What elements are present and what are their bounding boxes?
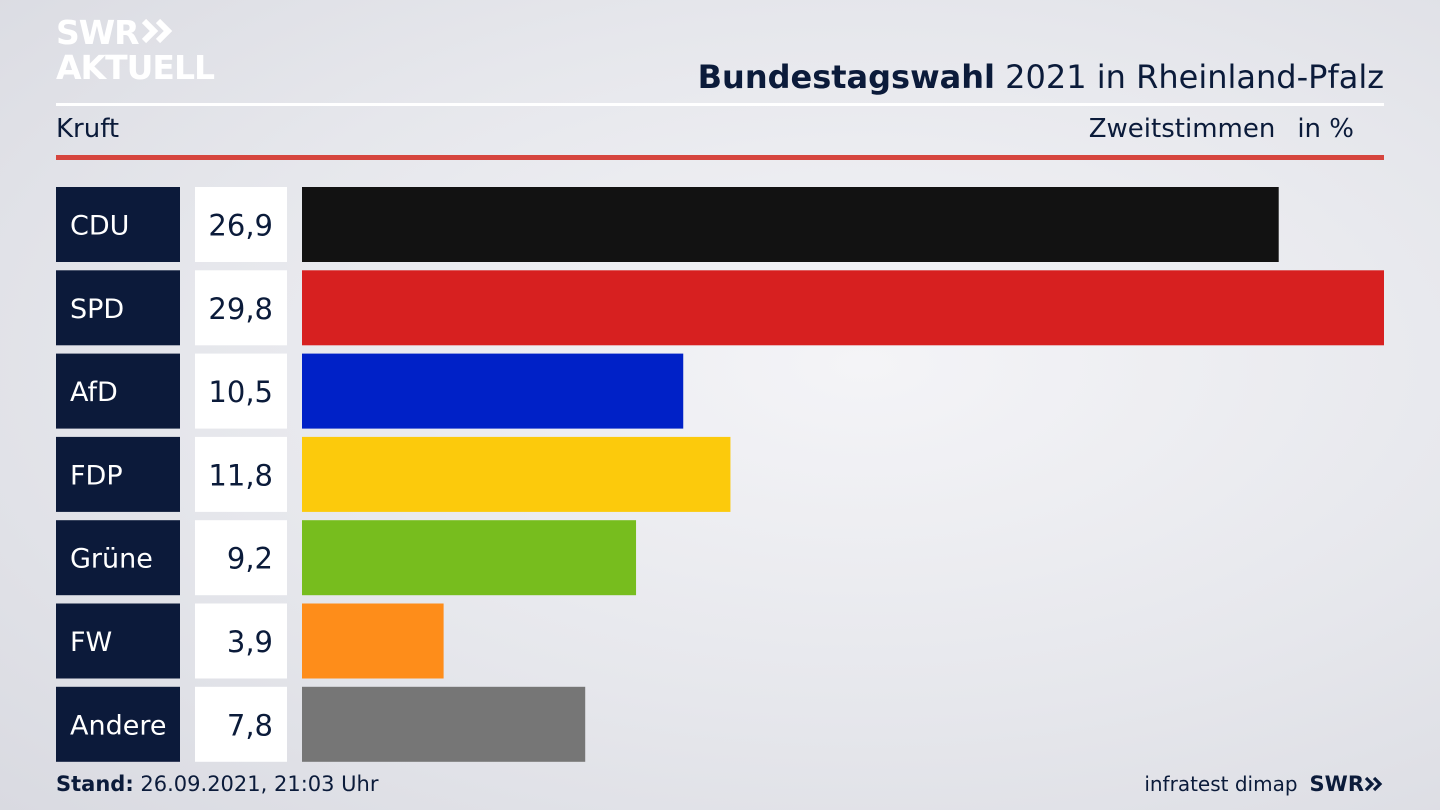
value-label-box bbox=[195, 603, 287, 679]
value-label: 11,8 bbox=[208, 458, 273, 492]
logo-aktuell-text: AKTUELL bbox=[56, 48, 215, 87]
bar-row-fw: FW 3,9 bbox=[56, 603, 444, 679]
bar-row-gr-ne: Grüne 9,2 bbox=[56, 520, 637, 596]
value-label: 26,9 bbox=[208, 209, 273, 243]
party-label-box bbox=[56, 686, 180, 762]
swr-aktuell-logo: SWR AKTUELL bbox=[56, 13, 215, 87]
bar-afd bbox=[302, 353, 684, 429]
bar-row-andere: Andere 7,8 bbox=[56, 686, 586, 762]
header-divider bbox=[56, 103, 1384, 106]
bar-row-spd: SPD 29,8 bbox=[56, 270, 1384, 346]
party-label: Grüne bbox=[70, 544, 153, 575]
value-label-box bbox=[195, 270, 287, 346]
bar-andere bbox=[302, 686, 586, 762]
value-label-box bbox=[195, 436, 287, 512]
bar-cdu bbox=[302, 187, 1279, 262]
municipality-label: Kruft bbox=[56, 114, 120, 144]
measure-label-group: Zweitstimmen in % bbox=[1089, 114, 1354, 144]
timestamp-value: 26.09.2021, 21:03 Uhr bbox=[133, 772, 379, 796]
measure-label: Zweitstimmen bbox=[1088, 114, 1276, 144]
source-label: infratest dimap bbox=[1144, 772, 1298, 796]
party-label-box bbox=[56, 187, 180, 262]
value-label: 9,2 bbox=[227, 542, 273, 576]
party-label-box bbox=[56, 520, 180, 596]
subheader: Kruft Zweitstimmen in % bbox=[56, 114, 1384, 150]
bar-spd bbox=[302, 270, 1384, 346]
party-label: FW bbox=[70, 627, 112, 658]
party-label: SPD bbox=[70, 294, 124, 325]
bar-row-afd: AfD 10,5 bbox=[56, 353, 684, 429]
timestamp-label: Stand: bbox=[56, 772, 134, 796]
value-label-box bbox=[195, 353, 287, 429]
bar-gr-ne bbox=[302, 520, 637, 596]
value-label-box bbox=[195, 520, 287, 596]
party-label: CDU bbox=[70, 211, 129, 242]
logo-chevrons-icon bbox=[141, 16, 175, 49]
party-label: FDP bbox=[70, 460, 123, 491]
value-label: 3,9 bbox=[227, 625, 273, 659]
party-label-box bbox=[56, 353, 180, 429]
party-label-box bbox=[56, 436, 180, 512]
unit-label: in % bbox=[1297, 114, 1354, 144]
broadcaster-logo: SWR bbox=[1310, 772, 1384, 796]
value-label: 10,5 bbox=[208, 375, 273, 409]
bar-fw bbox=[302, 603, 444, 679]
source-credit: infratest dimap SWR bbox=[1144, 772, 1384, 796]
party-label-box bbox=[56, 603, 180, 679]
value-label-box bbox=[195, 686, 287, 762]
timestamp: Stand: 26.09.2021, 21:03 Uhr bbox=[56, 772, 379, 796]
title-rest: 2021 in Rheinland-Pfalz bbox=[995, 58, 1384, 96]
value-label: 7,8 bbox=[227, 708, 273, 742]
title-bold: Bundestagswahl bbox=[697, 58, 995, 96]
bar-fdp bbox=[302, 436, 731, 512]
value-label-box bbox=[195, 187, 287, 262]
party-label: Andere bbox=[70, 710, 166, 741]
party-label: AfD bbox=[70, 377, 118, 408]
logo-swr-text: SWR bbox=[56, 13, 140, 52]
broadcaster-text: SWR bbox=[1309, 772, 1364, 796]
bar-row-cdu: CDU 26,9 bbox=[56, 187, 1279, 262]
broadcaster-chevrons-icon bbox=[1364, 776, 1383, 792]
value-label: 29,8 bbox=[208, 292, 273, 326]
party-label-box bbox=[56, 270, 180, 346]
bar-row-fdp: FDP 11,8 bbox=[56, 436, 731, 512]
subheader-divider bbox=[56, 155, 1384, 160]
page-title: Bundestagswahl 2021 in Rheinland-Pfalz bbox=[698, 58, 1384, 96]
